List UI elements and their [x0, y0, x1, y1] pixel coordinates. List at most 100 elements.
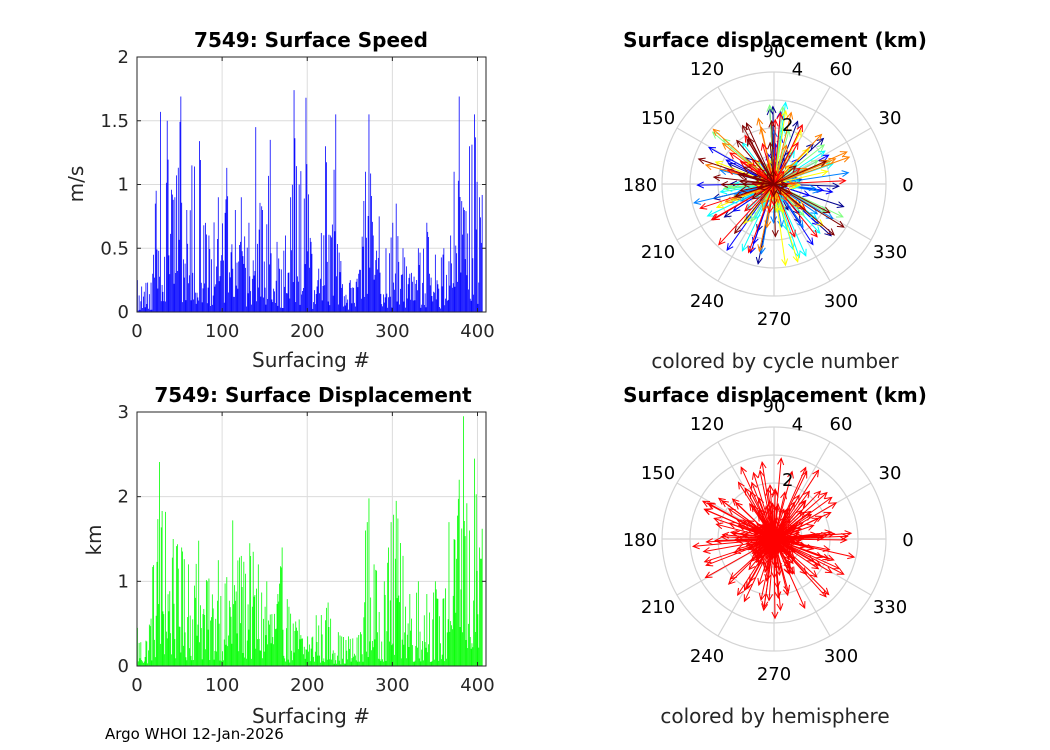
y-tick-label: 1.5 — [100, 111, 129, 132]
vector-arrowhead — [799, 499, 807, 508]
vector-arrowhead — [757, 469, 765, 478]
vector-arrowhead — [777, 170, 785, 179]
vector-arrowhead — [697, 157, 706, 165]
vector-arrowhead — [839, 151, 848, 158]
vector-arrowhead — [742, 532, 751, 539]
polar-angle-label: 270 — [757, 664, 791, 685]
displacement-vector — [703, 538, 775, 553]
vector-arrowhead — [798, 601, 806, 610]
x-tick-label: 100 — [205, 321, 239, 342]
displacement-vector — [711, 183, 775, 221]
vector-arrowhead — [824, 566, 833, 574]
vector-arrowhead — [802, 490, 810, 499]
vector-arrowhead — [788, 180, 797, 188]
displacement-vector — [773, 471, 793, 540]
vector-arrowhead — [766, 205, 774, 214]
vector-arrowhead — [771, 488, 779, 496]
vector-arrowhead — [778, 105, 786, 114]
vector-arrowhead — [767, 523, 775, 532]
displacement-title: 7549: Surface Displacement — [154, 383, 472, 407]
vector-arrowhead — [721, 142, 730, 150]
vector-arrowhead — [751, 192, 760, 200]
vector-arrowhead — [752, 175, 761, 183]
y-tick-label: 0.5 — [100, 238, 129, 259]
vector-arrowhead — [789, 538, 798, 546]
polar-angle-label: 330 — [873, 242, 907, 263]
displacement-vector — [773, 529, 795, 540]
displacement-vector — [773, 183, 807, 257]
y-tick-label: 3 — [118, 402, 129, 423]
speed-title: 7549: Surface Speed — [194, 28, 428, 52]
vector-arrowhead — [720, 180, 729, 188]
footer-credit: Argo WHOI 12-Jan-2026 — [105, 725, 284, 743]
vector-arrowhead — [796, 220, 804, 228]
vector-arrowhead — [743, 594, 751, 603]
displacement-vector — [773, 490, 821, 540]
vector-arrowhead — [832, 182, 840, 190]
polar-angle-label: 150 — [641, 463, 675, 484]
vector-arrowhead — [763, 542, 771, 550]
vector-arrowhead — [786, 566, 794, 575]
vector-arrowhead — [799, 567, 808, 576]
polar-cycle-caption: colored by cycle number — [651, 349, 899, 373]
vector-arrowhead — [752, 471, 759, 480]
vector-arrowhead — [771, 229, 779, 238]
vector-arrowhead — [792, 167, 801, 175]
vector-arrowhead — [795, 129, 802, 138]
vector-arrowhead — [847, 552, 856, 560]
vector-arrowhead — [743, 216, 751, 225]
displacement-vector — [748, 538, 775, 550]
vector-arrowhead — [754, 539, 763, 547]
displacement-vector — [704, 508, 775, 540]
vector-arrowhead — [783, 507, 790, 516]
vector-arrowhead — [739, 178, 747, 186]
displacement-vector — [773, 183, 845, 228]
vector-arrowhead — [773, 502, 781, 511]
displacement-xlabel: Surfacing # — [252, 704, 370, 728]
vector-arrowhead — [752, 236, 759, 245]
vector-arrowhead — [750, 481, 758, 490]
vector-arrowhead — [786, 111, 794, 120]
vector-arrowhead — [821, 154, 830, 162]
displacement-vector — [773, 535, 792, 540]
vector-arrowhead — [783, 584, 791, 593]
vector-arrowhead — [735, 537, 744, 545]
vector-arrowhead — [787, 470, 794, 479]
vector-arrowhead — [691, 542, 700, 550]
displacement-vector — [693, 538, 775, 547]
vector-arrowhead — [741, 243, 749, 252]
vector-arrowhead — [778, 508, 786, 517]
vector-arrowhead — [747, 543, 756, 551]
vector-arrowhead — [762, 203, 769, 212]
vector-arrowhead — [816, 533, 825, 540]
displacement-vector — [744, 183, 775, 212]
displacement-vector — [773, 156, 850, 185]
vector-arrowhead — [755, 555, 763, 564]
vector-arrowhead — [699, 202, 708, 210]
vector-arrowhead — [742, 166, 751, 173]
vector-arrowhead — [771, 611, 779, 620]
displacement-vector — [760, 538, 775, 601]
vector-arrowhead — [841, 170, 850, 178]
vector-arrowhead — [705, 538, 714, 546]
vector-arrowhead — [706, 210, 715, 217]
vector-arrowhead — [747, 245, 755, 254]
vector-arrowhead — [802, 148, 810, 156]
y-tick-label: 0 — [118, 656, 129, 677]
vector-arrowhead — [707, 503, 716, 510]
vector-arrowhead — [821, 587, 830, 596]
polar-angle-label: 150 — [641, 108, 675, 129]
vector-arrowhead — [836, 568, 845, 575]
displacement-vector — [773, 503, 779, 540]
vector-arrowhead — [838, 177, 847, 185]
vector-arrowhead — [702, 547, 711, 554]
vector-arrowhead — [701, 500, 711, 508]
vector-arrowhead — [705, 559, 714, 567]
polar-radius-label: 4 — [792, 60, 803, 81]
vector-arrowhead — [760, 142, 768, 151]
polar-angle-label: 330 — [873, 597, 907, 618]
displacement-vector — [753, 472, 775, 540]
vector-arrowhead — [798, 203, 807, 211]
vector-arrowhead — [820, 169, 829, 177]
displacement-panel: 0 100 200 300 400 0 1 2 3 7549: Surface Displace… — [82, 383, 495, 728]
